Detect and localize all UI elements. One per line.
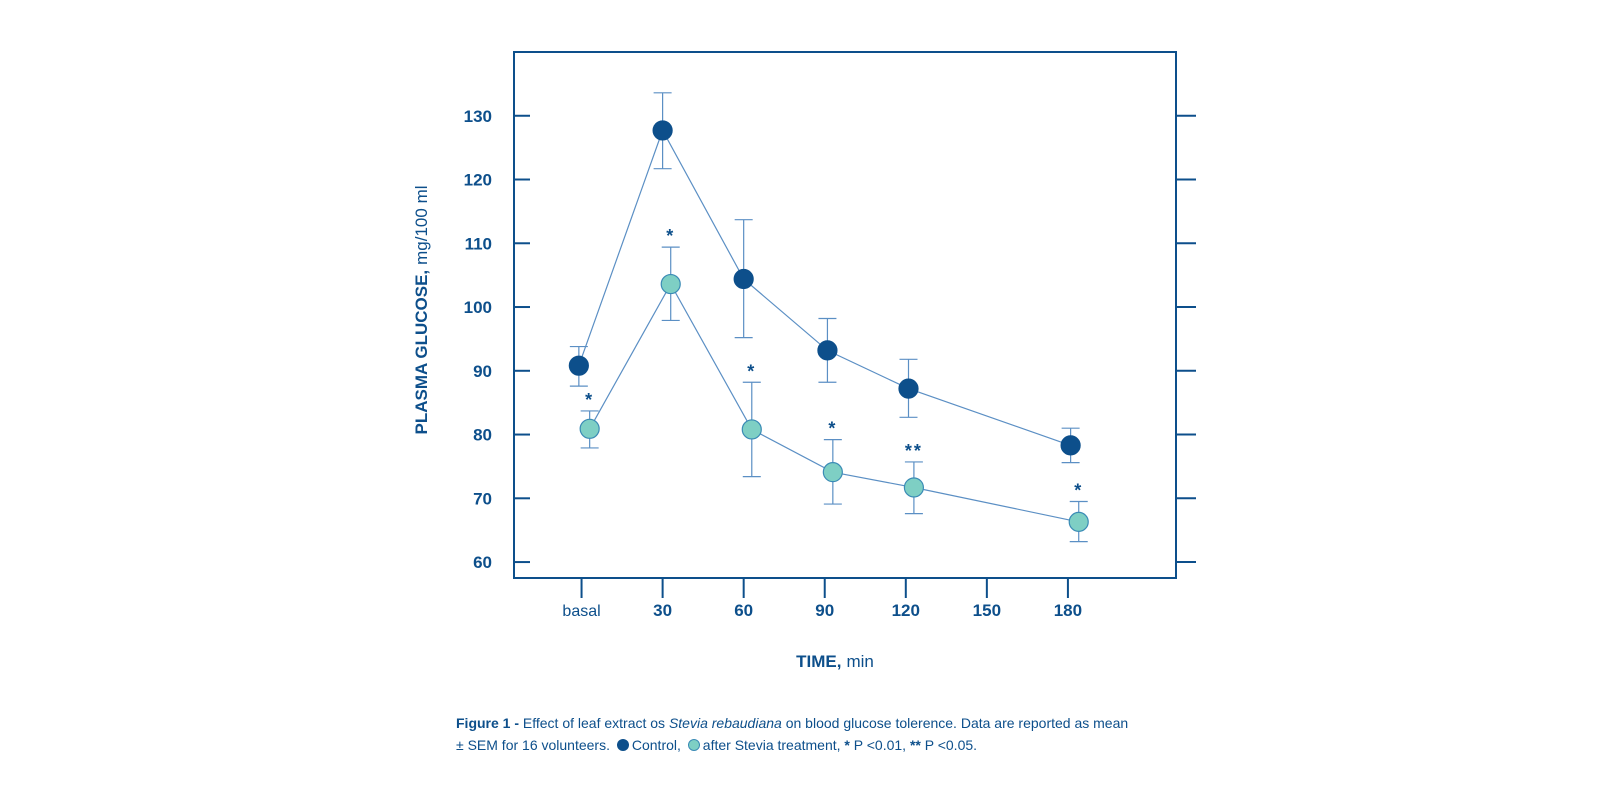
x-tick-label: 30	[653, 601, 672, 620]
significance-mark: *	[1074, 480, 1083, 500]
caption-sig2-text: P <0.05.	[920, 737, 978, 753]
y-tick-label: 100	[464, 298, 492, 317]
caption-sig1-mark: *	[844, 737, 850, 753]
significance-mark: *	[828, 419, 837, 439]
caption-text-2: on blood glucose tolerence. Data are rep…	[781, 715, 1129, 731]
caption-text-1: Effect of leaf extract os	[519, 715, 669, 731]
y-tick-label: 80	[473, 426, 492, 445]
x-axis-title-unit: min	[846, 652, 873, 671]
x-tick-label: 150	[973, 601, 1001, 620]
y-axis-title: PLASMA GLUCOSE, mg/100 ml	[412, 185, 431, 434]
stevia-data-point	[579, 418, 600, 439]
stevia-data-point	[822, 462, 843, 483]
caption-sig2-mark: **	[909, 737, 921, 753]
x-tick-label: 90	[815, 601, 834, 620]
control-data-point	[1060, 435, 1081, 456]
control-data-point	[817, 340, 838, 361]
control-data-point	[733, 268, 754, 290]
x-tick-label: 180	[1054, 601, 1082, 620]
stevia-data-point	[903, 477, 925, 498]
control-data-point	[568, 355, 589, 376]
x-axis-title-bold: TIME,	[796, 652, 841, 671]
y-tick-label: 130	[464, 107, 492, 126]
caption-species: Stevia rebaudiana	[668, 715, 782, 731]
figure-caption: Figure 1 - Effect of leaf extract os Ste…	[456, 712, 1216, 756]
caption-text-3: ± SEM for 16 volunteers.	[456, 737, 614, 753]
legend-control-label: Control,	[631, 737, 685, 753]
y-axis-title-unit: mg/100 ml	[412, 185, 431, 264]
stevia-data-point	[1068, 511, 1089, 532]
control-data-point	[652, 120, 673, 141]
y-tick-label: 90	[473, 362, 492, 381]
caption-sig1-text: P <0.01,	[849, 737, 910, 753]
y-tick-label: 120	[464, 171, 492, 190]
significance-mark: **	[905, 441, 923, 461]
y-tick-label: 70	[473, 489, 492, 508]
stevia-data-point	[660, 273, 681, 295]
x-tick-label: 120	[892, 601, 920, 620]
control-legend-marker-icon	[616, 739, 629, 751]
y-axis-title-bold: PLASMA GLUCOSE,	[412, 270, 431, 435]
caption-label: Figure 1 -	[456, 715, 520, 731]
x-tick-label: basal	[562, 603, 600, 620]
significance-mark: *	[666, 226, 675, 246]
control-data-point	[898, 378, 919, 399]
series-line-stevia	[589, 282, 1079, 523]
significance-mark: *	[747, 361, 756, 381]
legend-stevia-label: after Stevia treatment,	[702, 737, 845, 753]
x-tick-label: 60	[734, 601, 753, 620]
plot-frame	[513, 51, 1177, 579]
y-tick-label: 110	[465, 234, 492, 253]
series-line-control	[578, 128, 1071, 446]
stevia-legend-marker-icon	[687, 739, 700, 751]
stevia-data-point	[741, 419, 762, 440]
y-tick-label: 60	[473, 553, 492, 572]
significance-mark: *	[585, 390, 594, 410]
x-axis-title: TIME, min	[796, 652, 874, 671]
